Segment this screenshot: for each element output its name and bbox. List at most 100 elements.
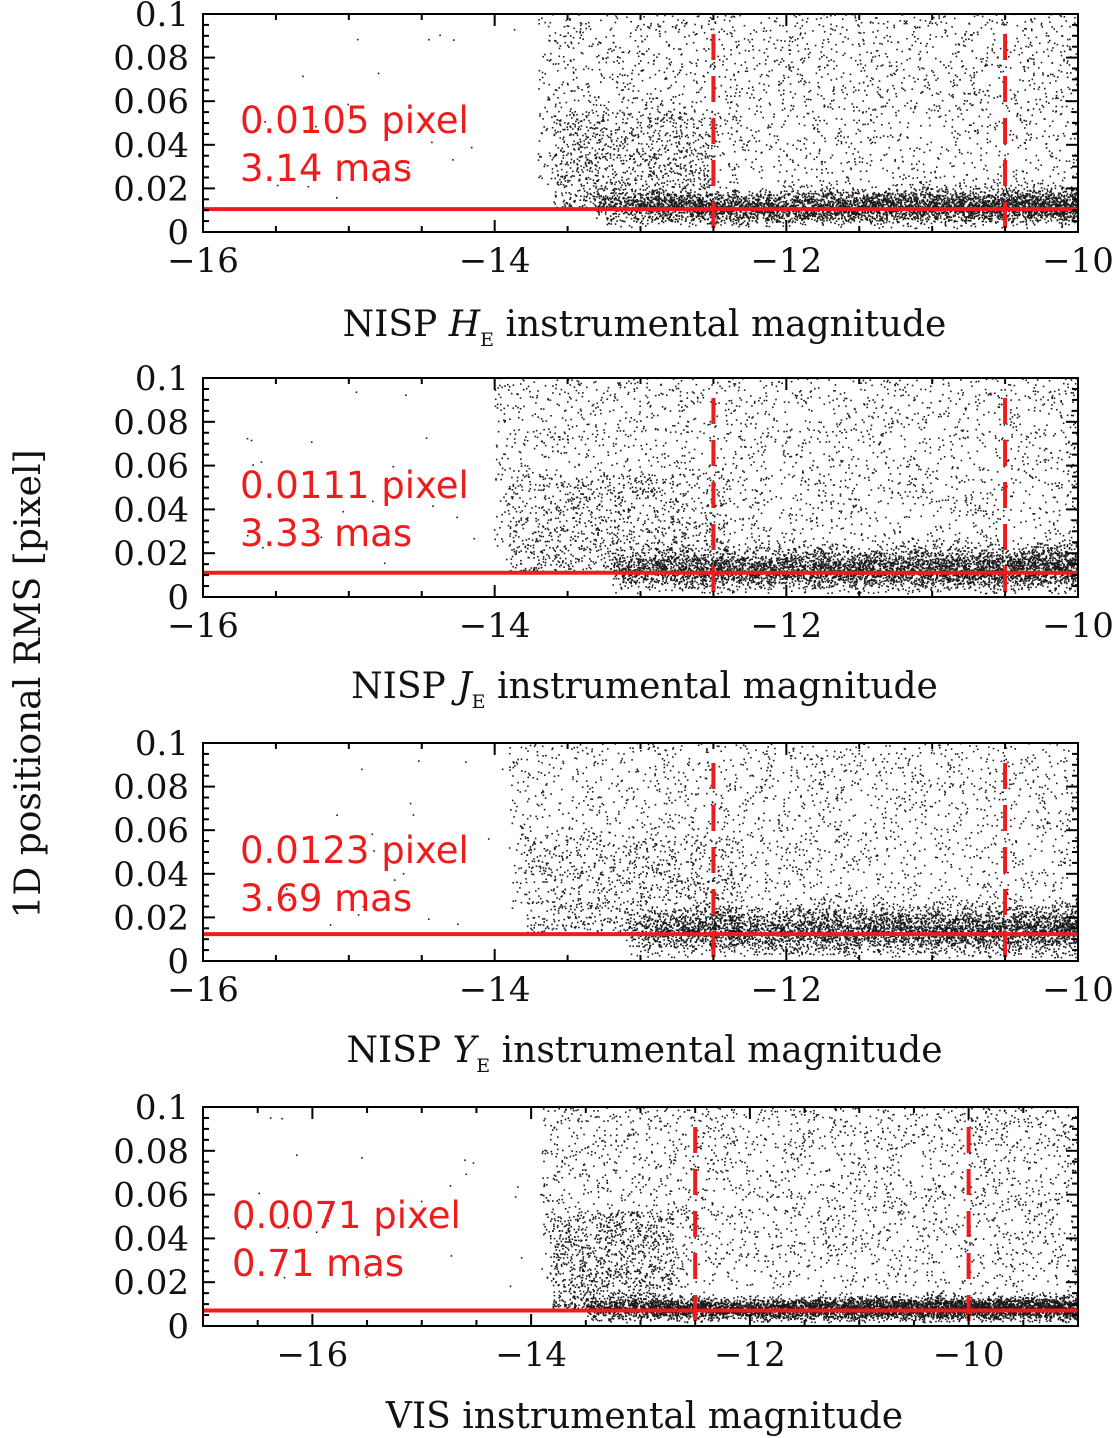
data-point bbox=[751, 203, 753, 205]
data-point bbox=[644, 200, 646, 202]
data-point bbox=[818, 205, 820, 208]
data-point bbox=[1046, 213, 1049, 216]
data-point bbox=[999, 212, 1001, 214]
data-point bbox=[808, 213, 810, 216]
data-point bbox=[1010, 196, 1013, 199]
data-point bbox=[961, 203, 964, 205]
data-point bbox=[1039, 183, 1042, 185]
data-point bbox=[955, 210, 957, 213]
data-point bbox=[997, 204, 1000, 207]
data-point bbox=[814, 199, 817, 201]
data-point bbox=[655, 211, 658, 213]
data-point bbox=[1064, 219, 1066, 221]
data-point bbox=[919, 211, 922, 214]
data-point bbox=[687, 195, 690, 197]
data-point bbox=[864, 189, 867, 191]
data-point bbox=[1000, 214, 1003, 217]
data-point bbox=[714, 193, 717, 195]
data-point bbox=[1044, 202, 1046, 205]
data-point bbox=[1035, 197, 1038, 199]
data-point bbox=[628, 213, 630, 216]
data-point bbox=[604, 198, 607, 201]
data-point bbox=[1013, 198, 1015, 201]
data-point bbox=[965, 200, 968, 203]
data-point bbox=[1000, 205, 1003, 208]
data-point bbox=[879, 202, 881, 204]
data-point bbox=[834, 194, 837, 196]
data-point bbox=[742, 205, 744, 207]
data-point bbox=[765, 225, 768, 228]
data-point bbox=[821, 217, 824, 220]
data-point bbox=[604, 203, 607, 205]
data-point bbox=[745, 205, 747, 208]
data-point bbox=[993, 205, 995, 207]
data-point bbox=[670, 218, 672, 221]
data-point bbox=[842, 199, 845, 202]
data-point bbox=[1000, 197, 1002, 199]
data-point bbox=[794, 213, 796, 215]
data-point bbox=[1064, 197, 1067, 200]
data-point bbox=[1011, 215, 1013, 217]
data-point bbox=[903, 216, 906, 219]
data-point bbox=[732, 200, 734, 202]
data-point bbox=[959, 205, 961, 208]
data-point bbox=[913, 211, 916, 214]
data-point bbox=[969, 197, 972, 200]
data-point bbox=[1022, 194, 1024, 196]
data-point bbox=[848, 218, 851, 221]
data-point bbox=[1050, 197, 1053, 199]
data-point bbox=[800, 201, 802, 203]
data-point bbox=[715, 203, 718, 205]
data-point bbox=[664, 214, 666, 217]
data-point bbox=[854, 203, 856, 206]
data-point bbox=[1075, 215, 1077, 218]
data-point bbox=[657, 202, 659, 204]
data-point bbox=[730, 201, 732, 203]
data-point bbox=[709, 222, 711, 225]
data-point bbox=[645, 225, 647, 227]
data-point bbox=[979, 199, 981, 202]
data-point bbox=[1012, 189, 1014, 192]
data-point bbox=[897, 197, 900, 200]
data-point bbox=[979, 196, 982, 198]
data-point bbox=[914, 203, 916, 206]
data-point bbox=[634, 215, 637, 217]
data-point bbox=[787, 210, 790, 213]
data-point bbox=[841, 213, 843, 215]
data-point bbox=[1015, 186, 1017, 189]
data-point bbox=[740, 217, 743, 220]
data-point bbox=[988, 194, 991, 196]
data-point bbox=[816, 217, 819, 220]
data-point bbox=[1048, 203, 1050, 205]
data-point bbox=[1022, 220, 1025, 223]
data-point bbox=[1011, 191, 1014, 193]
data-point bbox=[785, 205, 787, 208]
data-point bbox=[615, 213, 617, 215]
data-point bbox=[833, 202, 835, 205]
data-point bbox=[743, 201, 745, 204]
data-point bbox=[1018, 214, 1021, 217]
data-point bbox=[927, 205, 929, 207]
data-point bbox=[820, 215, 822, 218]
data-point bbox=[1025, 221, 1027, 223]
data-point bbox=[787, 212, 790, 215]
data-point bbox=[1015, 211, 1018, 214]
data-point bbox=[668, 204, 670, 206]
data-point bbox=[821, 221, 824, 224]
data-point bbox=[702, 204, 705, 207]
data-point bbox=[874, 224, 876, 226]
data-point bbox=[768, 219, 770, 222]
data-point bbox=[916, 217, 918, 219]
data-point bbox=[913, 217, 916, 219]
data-point bbox=[782, 222, 785, 224]
data-point bbox=[678, 215, 681, 217]
data-point bbox=[966, 196, 969, 198]
data-point bbox=[881, 193, 883, 196]
data-point bbox=[610, 201, 613, 204]
data-point bbox=[756, 202, 759, 204]
data-point bbox=[791, 221, 794, 224]
data-point bbox=[920, 222, 922, 225]
data-point bbox=[825, 193, 827, 196]
data-point bbox=[1025, 199, 1028, 201]
data-point bbox=[814, 204, 816, 207]
